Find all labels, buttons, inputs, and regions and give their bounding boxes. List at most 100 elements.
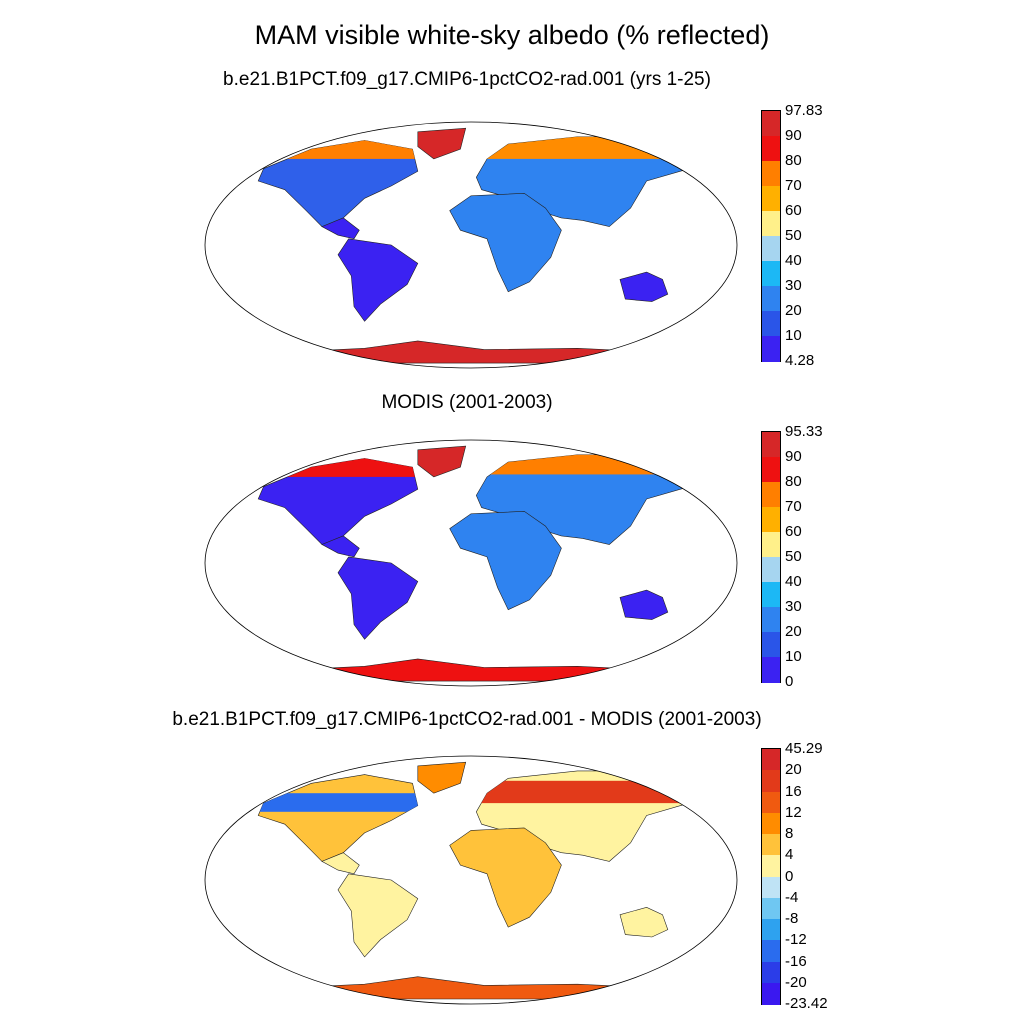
landmass-australia <box>619 589 669 620</box>
colorbar-label: 45.29 <box>785 740 823 757</box>
landmass-centralAmerica <box>321 852 360 875</box>
colorbar-swatch <box>762 482 780 508</box>
colorbar-swatch <box>762 632 780 658</box>
colorbar-label: 97.83 <box>785 102 823 119</box>
colorbar-label: 0 <box>785 867 794 885</box>
colorbar-diff: 45.29 20 16 12 8 4 0 -4 -8 -12 -16 -20 -23.42 <box>761 741 828 1011</box>
panel-title-model: b.e21.B1PCT.f09_g17.CMIP6-1pctCO2-rad.00… <box>223 69 711 90</box>
colorbar-label: 40 <box>785 573 802 590</box>
colorbar-label: 20 <box>785 761 802 779</box>
colorbar-swatch <box>762 770 780 792</box>
landmass-africa <box>449 827 562 928</box>
landmass-northAmerica <box>257 140 419 227</box>
colorbar-label: 60 <box>785 202 802 219</box>
colorbar-label: 10 <box>785 327 802 344</box>
landmass-southAmerica <box>337 556 419 640</box>
colorbar-swatch <box>762 855 780 877</box>
colorbar-label: 40 <box>785 252 802 269</box>
colorbar-label: -23.42 <box>785 995 828 1012</box>
colorbar-box <box>761 431 781 683</box>
colorbar-swatch <box>762 457 780 483</box>
colorbar-label: 60 <box>785 523 802 540</box>
colorbar-swatch <box>762 791 780 814</box>
colorbar-label: 80 <box>785 473 802 490</box>
colorbar-swatch <box>762 532 780 558</box>
colorbar-label: 90 <box>785 127 802 144</box>
map-model <box>204 121 738 369</box>
colorbar-swatch <box>762 186 780 212</box>
map-frame <box>204 755 738 1005</box>
colorbar-swatch <box>762 834 780 856</box>
colorbar-swatch <box>762 940 780 962</box>
colorbar-label: 80 <box>785 152 802 169</box>
colorbar-model: 97.83 90 80 70 60 50 40 30 20 10 4.28 <box>761 103 823 368</box>
landmass-northAmerica <box>257 774 419 862</box>
landmass-greenland <box>417 127 467 160</box>
colorbar-label: 12 <box>785 803 802 821</box>
colorbar-label: 20 <box>785 302 802 319</box>
colorbar-label: 70 <box>785 177 802 194</box>
landmass-australia <box>619 906 669 938</box>
colorbar-swatch <box>762 657 780 683</box>
colorbar-label: 70 <box>785 498 802 515</box>
colorbar-swatch <box>762 111 780 137</box>
colorbar-swatch <box>762 607 780 633</box>
colorbar-swatch <box>762 336 780 362</box>
colorbar-swatch <box>762 982 780 1005</box>
colorbar-swatch <box>762 311 780 337</box>
landmass-southAmerica <box>337 238 419 322</box>
colorbar-swatch <box>762 582 780 608</box>
colorbar-swatch <box>762 812 780 835</box>
landmass-greenland <box>417 761 467 794</box>
colorbar-label: -20 <box>785 973 807 991</box>
colorbar-label: 8 <box>785 825 794 842</box>
landmass-northAmerica <box>257 458 419 545</box>
colorbar-swatch <box>762 211 780 237</box>
colorbar-obs: 95.33 90 80 70 60 50 40 30 20 10 0 <box>761 424 823 689</box>
panel-title-diff: b.e21.B1PCT.f09_g17.CMIP6-1pctCO2-rad.00… <box>172 709 762 730</box>
colorbar-box <box>761 748 781 1005</box>
colorbar-label: -8 <box>785 910 799 927</box>
map-obs <box>204 439 738 687</box>
landmass-centralAmerica <box>321 217 360 240</box>
colorbar-swatch <box>762 557 780 583</box>
colorbar-swatch <box>762 876 780 899</box>
colorbar-label: -12 <box>785 931 807 949</box>
colorbar-swatch <box>762 961 780 984</box>
colorbar-label: 50 <box>785 548 802 565</box>
colorbar-swatch <box>762 432 780 458</box>
colorbar-label: 4 <box>785 846 794 864</box>
landmass-australia <box>619 271 669 302</box>
colorbar-swatch <box>762 236 780 262</box>
colorbar-label: -16 <box>785 952 807 970</box>
map-frame <box>204 439 738 687</box>
colorbar-swatch <box>762 161 780 187</box>
colorbar-swatch <box>762 136 780 162</box>
colorbar-label: 50 <box>785 227 802 244</box>
landmass-centralAmerica <box>321 535 360 558</box>
colorbar-swatch <box>762 507 780 533</box>
colorbar-swatch <box>762 749 780 771</box>
colorbar-label: 30 <box>785 277 802 294</box>
colorbar-swatch <box>762 261 780 287</box>
colorbar-label: 20 <box>785 623 802 640</box>
map-frame <box>204 121 738 369</box>
landmass-antarctica <box>226 976 716 1000</box>
landmass-africa <box>449 510 562 611</box>
colorbar-label: 10 <box>785 648 802 665</box>
landmass-greenland <box>417 445 467 478</box>
colorbar-swatch <box>762 919 780 941</box>
zone-band <box>258 793 418 812</box>
panel-title-obs: MODIS (2001-2003) <box>381 392 553 413</box>
colorbar-box <box>761 110 781 362</box>
colorbar-label: 0 <box>785 673 794 690</box>
main-title: MAM visible white-sky albedo (% reflecte… <box>254 20 770 50</box>
colorbar-label: 16 <box>785 782 802 800</box>
landmass-southAmerica <box>337 873 419 958</box>
colorbar-label: 4.28 <box>785 352 815 369</box>
colorbar-swatch <box>762 286 780 312</box>
colorbar-label: 90 <box>785 448 802 465</box>
colorbar-label: 30 <box>785 598 802 615</box>
landmass-africa <box>449 192 562 293</box>
